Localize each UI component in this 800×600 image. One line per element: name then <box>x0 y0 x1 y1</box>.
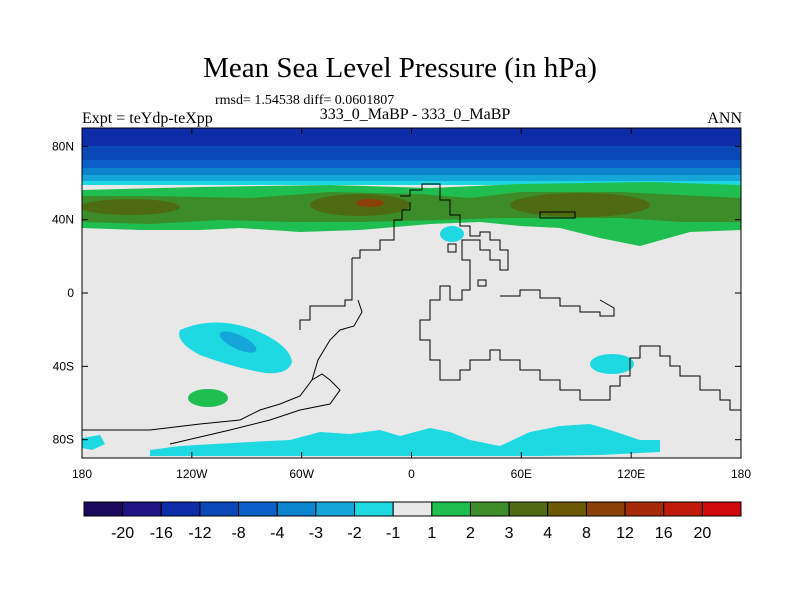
colorbar-swatch <box>431 501 471 517</box>
colorbar-swatch <box>547 501 587 517</box>
stats-label: rmsd= 1.54538 diff= 0.0601807 <box>215 93 395 108</box>
colorbar-label: -2 <box>347 525 361 542</box>
maritime-outline <box>500 289 615 317</box>
midlat-12 <box>356 199 384 207</box>
colorbar-label: -16 <box>150 525 173 542</box>
x-tick-label: 180 <box>72 467 92 481</box>
colorbar-label: -3 <box>309 525 323 542</box>
cyan-blob-north <box>440 226 464 242</box>
colorbar-label: -8 <box>231 525 245 542</box>
colorbar-label: 12 <box>616 525 634 542</box>
colorbar-label: 4 <box>543 525 552 542</box>
south-america-outline <box>82 299 363 431</box>
band-north-3 <box>82 168 741 175</box>
experiment-label: Expt = teYdp-teXpp <box>82 110 213 127</box>
y-tick-label: 80N <box>52 139 74 153</box>
colorbar-swatch <box>354 501 394 517</box>
colorbar-label: 3 <box>505 525 514 542</box>
y-tick-label: 0 <box>67 286 74 300</box>
ant-cyan-1 <box>82 435 105 450</box>
colorbar-swatch <box>508 501 549 517</box>
colorbar-swatch <box>276 501 317 517</box>
x-tick-label: 120E <box>617 467 645 481</box>
colorbar-swatch <box>585 501 626 517</box>
europe-outline <box>352 202 411 259</box>
x-tick-label: 120W <box>176 467 208 481</box>
y-axis: 80N 40N 0 40S 80S <box>52 139 741 447</box>
case-label: 333_0_MaBP - 333_0_MaBP <box>319 106 511 123</box>
band-north-8 <box>82 146 741 160</box>
southern-outline <box>169 373 341 445</box>
ant-cyan-2 <box>150 424 660 456</box>
colorbar-label: 2 <box>466 525 475 542</box>
midlat-4c <box>510 193 650 217</box>
x-tick-label: 180 <box>731 467 751 481</box>
colorbar-label: -12 <box>188 525 211 542</box>
colorbar-swatch <box>392 501 433 517</box>
colorbar-label: -4 <box>270 525 284 542</box>
coastlines <box>82 183 741 445</box>
x-tick-label: 0 <box>408 467 415 481</box>
y-tick-label: 40S <box>53 359 74 373</box>
colorbar-label: 20 <box>693 525 711 542</box>
x-tick-label: 60E <box>511 467 532 481</box>
colorbar-label: 1 <box>427 525 436 542</box>
colorbar-swatch <box>701 501 742 517</box>
colorbar-swatch <box>238 501 278 517</box>
x-tick-label: 60W <box>289 467 314 481</box>
sp-core <box>219 331 257 353</box>
colorbar-swatch <box>315 501 356 517</box>
y-tick-label: 80S <box>53 433 74 447</box>
africa-asia-outline <box>400 183 741 411</box>
colorbar-swatch <box>624 501 665 517</box>
colorbar-label: 8 <box>582 525 591 542</box>
colorbar-label: -1 <box>386 525 400 542</box>
band-north-12 <box>82 128 741 146</box>
lake-outline <box>539 211 576 219</box>
y-tick-label: 40N <box>52 213 74 227</box>
colorbar-swatch <box>469 501 510 517</box>
colorbar: -20 -16 -12 -8 -4 -3 -2 -1 1 2 3 4 8 12 16 20 <box>83 501 742 542</box>
midlat-4a <box>82 199 180 215</box>
band-north-2 <box>82 175 741 181</box>
island-outline <box>477 279 487 287</box>
colorbar-label: -20 <box>111 525 134 542</box>
colorbar-label: 16 <box>655 525 673 542</box>
band-north-4 <box>82 160 741 168</box>
band-north-1 <box>82 181 741 185</box>
colorbar-swatch <box>199 501 240 517</box>
ind-cyan <box>590 354 634 374</box>
island-outline-2 <box>447 243 457 253</box>
season-label: ANN <box>707 110 742 127</box>
sp-green <box>188 389 228 407</box>
colorbar-swatch <box>160 501 201 517</box>
x-axis: 180 120W 60W 0 60E 120E 180 <box>72 128 751 481</box>
colorbar-swatch <box>122 501 162 517</box>
colorbar-swatch <box>663 501 703 517</box>
colorbar-swatch <box>83 501 124 517</box>
map-field <box>82 128 741 458</box>
america-outline <box>299 258 353 330</box>
chart-title: Mean Sea Level Pressure (in hPa) <box>203 52 597 84</box>
